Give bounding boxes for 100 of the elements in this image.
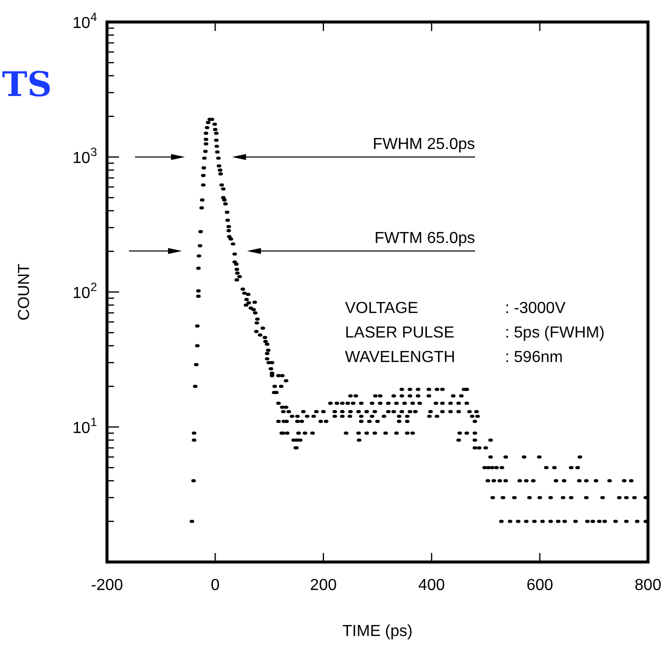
point (378, 394, 382, 398)
point (578, 455, 582, 459)
point (370, 402, 374, 405)
annotation: FWHM 25.0ps (372, 136, 475, 153)
point (378, 402, 382, 405)
point (500, 466, 504, 470)
point (440, 402, 445, 405)
x-tick-label: 200 (310, 577, 337, 594)
annotation: : -3000V (505, 300, 566, 317)
point (416, 394, 420, 398)
point (348, 394, 353, 398)
point (456, 402, 461, 405)
point (428, 410, 433, 414)
y-tick-label: 10$^{1}$ (72, 415, 98, 437)
point (358, 420, 364, 424)
point (434, 402, 438, 405)
point (386, 402, 391, 405)
point (624, 520, 629, 523)
point (372, 410, 378, 414)
point (321, 410, 326, 414)
annotation: : 596nm (505, 349, 563, 366)
point (613, 520, 618, 523)
point (617, 496, 622, 500)
y-tick-label: 10$^{4}$ (72, 10, 98, 32)
point (522, 455, 526, 459)
point (584, 496, 589, 500)
point (556, 520, 560, 523)
point (573, 520, 578, 523)
point (400, 394, 404, 398)
point (396, 414, 402, 418)
point (476, 446, 482, 450)
annotation: WAVELENGTH (345, 349, 456, 366)
point (548, 520, 553, 523)
point (324, 420, 328, 424)
point (364, 410, 369, 414)
point (282, 420, 286, 424)
point (459, 394, 464, 398)
point (585, 520, 590, 523)
point (518, 479, 522, 482)
point (396, 420, 402, 424)
point (413, 410, 418, 414)
point (467, 410, 472, 414)
point (527, 496, 532, 500)
point (568, 466, 574, 470)
point (594, 479, 598, 482)
point (434, 388, 440, 391)
point (311, 414, 316, 418)
point (597, 520, 602, 523)
point (340, 414, 345, 418)
point (486, 479, 490, 482)
point (490, 496, 496, 500)
point (607, 479, 612, 482)
x-axis-title: TIME (ps) (342, 623, 413, 640)
point (516, 520, 520, 523)
point (472, 438, 478, 442)
point (475, 414, 480, 418)
point (408, 394, 412, 398)
point (508, 520, 512, 523)
x-tick-label: 0 (210, 577, 220, 594)
point (394, 402, 399, 405)
point (375, 420, 380, 424)
point (472, 432, 478, 435)
point (486, 466, 491, 470)
point (291, 438, 296, 442)
text: TS (2, 65, 52, 105)
point (340, 402, 345, 405)
point (298, 438, 302, 442)
point (590, 520, 596, 523)
point (296, 432, 301, 435)
point (426, 394, 432, 398)
point (483, 446, 488, 450)
x-tick-label: 800 (634, 577, 662, 594)
point (373, 394, 378, 398)
point (602, 520, 607, 523)
point (536, 455, 542, 459)
point (577, 479, 582, 482)
point (383, 432, 388, 435)
point (456, 438, 461, 442)
point (417, 402, 422, 405)
point (372, 432, 378, 435)
point (408, 388, 412, 391)
point (299, 420, 304, 424)
point (328, 402, 333, 405)
point (334, 402, 340, 405)
point (532, 520, 537, 523)
point (356, 438, 362, 442)
point (426, 388, 432, 391)
point (364, 432, 369, 435)
y-tick-label: 10$^{2}$ (72, 280, 98, 302)
point (356, 432, 361, 435)
point (622, 479, 626, 482)
point (632, 496, 637, 500)
point (400, 410, 404, 414)
x-tick-label: -200 (90, 577, 124, 594)
x-tick-label: 400 (418, 577, 446, 594)
point (490, 466, 494, 470)
point (400, 388, 404, 391)
point (492, 479, 496, 482)
point (503, 455, 508, 459)
point (408, 410, 412, 414)
